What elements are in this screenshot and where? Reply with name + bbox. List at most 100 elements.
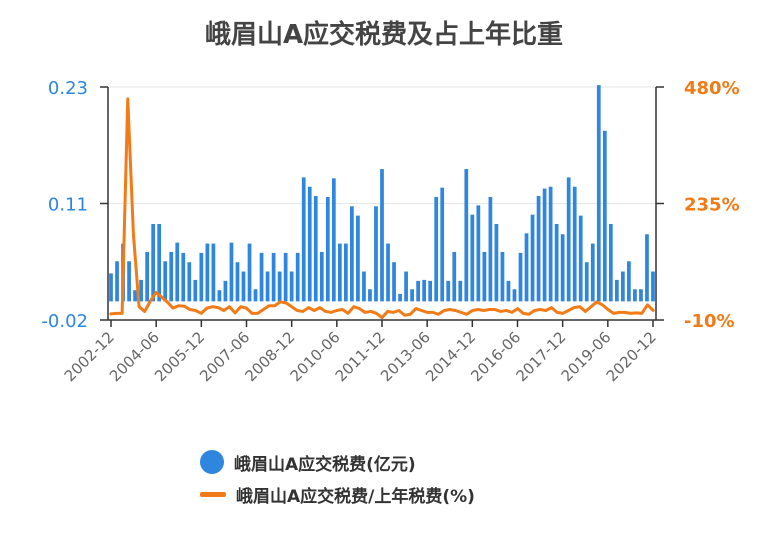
bar [277, 271, 282, 302]
bar [512, 289, 517, 302]
bar [440, 187, 445, 302]
bar [139, 279, 143, 302]
y-right-tick-label: -10% [684, 311, 735, 332]
bar [217, 290, 222, 302]
bar [518, 252, 523, 302]
bar [560, 234, 565, 302]
bar [350, 206, 354, 302]
axes [100, 86, 664, 327]
bar [470, 214, 475, 302]
bar [205, 243, 210, 302]
bar [289, 271, 294, 302]
bar [422, 279, 427, 302]
bar [115, 261, 119, 302]
tick-labels: 0.23 480%0.11 235%-0.02 -10%2002-122004-062… [41, 78, 739, 385]
bar [578, 215, 583, 302]
bar [398, 293, 402, 302]
bar [319, 251, 324, 302]
bar [530, 214, 535, 302]
bar [428, 280, 433, 302]
bar [500, 251, 505, 302]
bar [627, 261, 631, 302]
bar [651, 271, 655, 302]
bar [590, 243, 595, 302]
bar [446, 280, 451, 302]
bar [199, 252, 204, 302]
bar [596, 85, 601, 302]
bar [109, 273, 113, 302]
bar [193, 279, 198, 302]
bar [253, 289, 258, 302]
bar [548, 186, 553, 302]
bar [452, 251, 457, 302]
bar [488, 196, 493, 302]
bar [187, 262, 192, 302]
bar [536, 196, 541, 302]
bar [169, 251, 174, 302]
bar [356, 215, 360, 302]
chart-title: 峨眉山A应交税费及占上年比重 [204, 20, 564, 50]
bar [639, 289, 643, 302]
bar [337, 243, 342, 302]
bar [211, 243, 216, 302]
bar [566, 177, 571, 302]
bar [572, 186, 577, 302]
bar [621, 271, 625, 302]
x-tick-label: 2020-12 [603, 328, 660, 385]
bar [163, 261, 168, 302]
y-right-tick-label: 480% [684, 78, 740, 99]
bar [458, 280, 463, 302]
bar [608, 224, 613, 302]
bar [476, 205, 481, 302]
bar [368, 289, 372, 302]
y-left-tick-label: 0.23 [48, 78, 88, 99]
bar [181, 252, 186, 302]
bar [295, 252, 300, 302]
bar [175, 242, 180, 302]
legend: 峨眉山A应交税费(亿元) 峨眉山A应交税费/上年税费(%) [200, 446, 475, 510]
bar [584, 262, 589, 302]
bar [151, 224, 156, 302]
bar [554, 224, 559, 302]
bar [235, 262, 240, 302]
series-line [109, 97, 655, 320]
bar [331, 178, 336, 302]
legend-bar-marker [200, 450, 224, 474]
bar [127, 261, 131, 302]
legend-bar-label: 峨眉山A应交税费(亿元) [234, 454, 416, 475]
bar [392, 262, 396, 302]
bar [241, 271, 246, 302]
bar [633, 289, 637, 302]
legend-item-line[interactable]: 峨眉山A应交税费/上年税费(%) [200, 478, 475, 510]
line-series [109, 97, 655, 320]
bar [259, 252, 264, 302]
legend-item-bar[interactable]: 峨眉山A应交税费(亿元) [200, 446, 475, 478]
bar [301, 177, 306, 302]
bar [386, 243, 390, 302]
bar [434, 196, 439, 302]
bar [229, 242, 234, 302]
bar [494, 224, 499, 302]
bar [362, 271, 366, 302]
bar [410, 289, 414, 302]
bar [344, 243, 348, 302]
legend-line-label: 峨眉山A应交税费/上年税费(%) [236, 486, 475, 507]
bar [645, 234, 649, 302]
bar [325, 196, 330, 302]
bar [283, 252, 288, 302]
bar [380, 169, 384, 302]
y-left-tick-label: 0.11 [48, 195, 88, 216]
bar [374, 206, 378, 302]
bar [506, 280, 511, 302]
bar [145, 251, 150, 302]
legend-line-marker [200, 491, 226, 497]
bar [482, 251, 487, 302]
bar [602, 130, 607, 302]
bar [247, 243, 252, 302]
bar [271, 252, 276, 302]
bar [464, 169, 469, 302]
bar [223, 280, 228, 302]
bar [416, 280, 420, 302]
bar [542, 188, 547, 302]
